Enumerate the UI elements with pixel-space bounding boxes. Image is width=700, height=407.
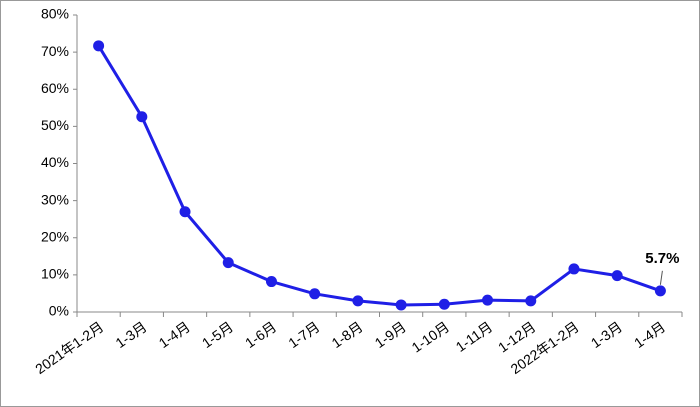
line <box>97 45 661 307</box>
y-tick-label: 50% <box>41 117 69 133</box>
point <box>395 299 407 311</box>
point <box>568 263 580 275</box>
point <box>136 111 148 123</box>
point <box>438 298 450 310</box>
point <box>265 276 277 288</box>
y-tick-label: 60% <box>41 80 69 96</box>
leader-line <box>659 270 663 285</box>
point <box>482 294 494 306</box>
y-tick-label: 30% <box>41 191 69 207</box>
y-tick-label: 20% <box>41 228 69 244</box>
y-tick-label: 70% <box>41 43 69 59</box>
point <box>654 285 666 297</box>
point <box>179 206 191 218</box>
point <box>222 257 234 269</box>
y-tick-label: 0% <box>49 303 69 319</box>
y-tick-label: 10% <box>41 266 69 282</box>
point <box>352 295 364 307</box>
y-tick-label: 80% <box>41 6 69 22</box>
point <box>525 295 537 307</box>
point <box>611 270 623 282</box>
point <box>309 288 321 300</box>
data-label: 5.7% <box>645 250 679 267</box>
y-tick-label: 40% <box>41 154 69 170</box>
point <box>93 40 105 52</box>
